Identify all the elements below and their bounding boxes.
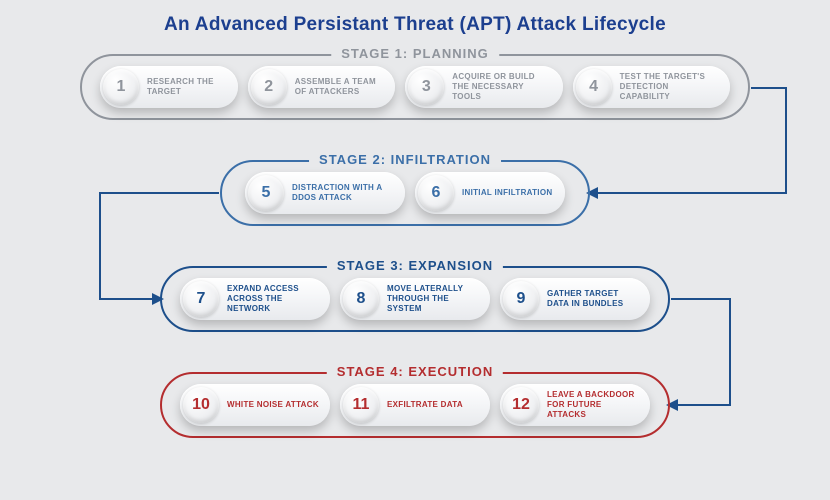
stage1-container: STAGE 1: PLANNING1RESEARCH THE TARGET2AS… bbox=[80, 54, 750, 120]
step-11-text: EXFILTRATE DATA bbox=[387, 400, 463, 410]
step-11-number: 11 bbox=[343, 387, 379, 423]
step-2: 2 ASSEMBLE A TEAM OF ATTACKERS bbox=[248, 66, 396, 108]
stage4-label: STAGE 4: EXECUTION bbox=[327, 364, 503, 379]
step-12: 12 LEAVE A BACKDOOR FOR FUTURE ATTACKS bbox=[500, 384, 650, 426]
step-5: 5 DISTRACTION WITH A DDoS ATTACK bbox=[245, 172, 405, 214]
stage4-container: STAGE 4: EXECUTION10WHITE NOISE ATTACK11… bbox=[160, 372, 670, 438]
step-7-text: EXPAND ACCESS ACROSS THE NETWORK bbox=[227, 284, 320, 314]
stage3-label: STAGE 3: EXPANSION bbox=[327, 258, 503, 273]
step-6-text: INITIAL INFILTRATION bbox=[462, 188, 552, 198]
step-9: 9 GATHER TARGET DATA IN BUNDLES bbox=[500, 278, 650, 320]
stage1-label: STAGE 1: PLANNING bbox=[331, 46, 499, 61]
step-4: 4 TEST THE TARGET'S DETECTION CAPABILITY bbox=[573, 66, 730, 108]
step-6: 6 INITIAL INFILTRATION bbox=[415, 172, 565, 214]
step-10: 10 WHITE NOISE ATTACK bbox=[180, 384, 330, 426]
connector-c3 bbox=[671, 299, 730, 405]
step-7-number: 7 bbox=[183, 281, 219, 317]
stage2-container: STAGE 2: INFILTRATION5DISTRACTION WITH A… bbox=[220, 160, 590, 226]
step-5-text: DISTRACTION WITH A DDoS ATTACK bbox=[292, 183, 387, 203]
step-10-number: 10 bbox=[183, 387, 219, 423]
step-10-text: WHITE NOISE ATTACK bbox=[227, 400, 319, 410]
step-6-number: 6 bbox=[418, 175, 454, 211]
stage2-label: STAGE 2: INFILTRATION bbox=[309, 152, 501, 167]
step-12-text: LEAVE A BACKDOOR FOR FUTURE ATTACKS bbox=[547, 390, 640, 420]
step-1: 1 RESEARCH THE TARGET bbox=[100, 66, 238, 108]
step-8-number: 8 bbox=[343, 281, 379, 317]
page-title: An Advanced Persistant Threat (APT) Atta… bbox=[0, 0, 830, 36]
step-2-number: 2 bbox=[251, 69, 287, 105]
step-8-text: MOVE LATERALLY THROUGH THE SYSTEM bbox=[387, 284, 480, 314]
step-8: 8 MOVE LATERALLY THROUGH THE SYSTEM bbox=[340, 278, 490, 320]
step-5-number: 5 bbox=[248, 175, 284, 211]
step-9-number: 9 bbox=[503, 281, 539, 317]
stage3-container: STAGE 3: EXPANSION7EXPAND ACCESS ACROSS … bbox=[160, 266, 670, 332]
step-1-text: RESEARCH THE TARGET bbox=[147, 77, 228, 97]
step-7: 7 EXPAND ACCESS ACROSS THE NETWORK bbox=[180, 278, 330, 320]
step-9-text: GATHER TARGET DATA IN BUNDLES bbox=[547, 289, 640, 309]
step-1-number: 1 bbox=[103, 69, 139, 105]
step-2-text: ASSEMBLE A TEAM OF ATTACKERS bbox=[295, 77, 386, 97]
step-12-number: 12 bbox=[503, 387, 539, 423]
step-3-number: 3 bbox=[408, 69, 444, 105]
step-3-text: ACQUIRE OR BUILD THE NECESSARY TOOLS bbox=[452, 72, 547, 102]
step-11: 11 EXFILTRATE DATA bbox=[340, 384, 490, 426]
step-3: 3 ACQUIRE OR BUILD THE NECESSARY TOOLS bbox=[405, 66, 562, 108]
step-4-text: TEST THE TARGET'S DETECTION CAPABILITY bbox=[620, 72, 715, 102]
step-4-number: 4 bbox=[576, 69, 612, 105]
